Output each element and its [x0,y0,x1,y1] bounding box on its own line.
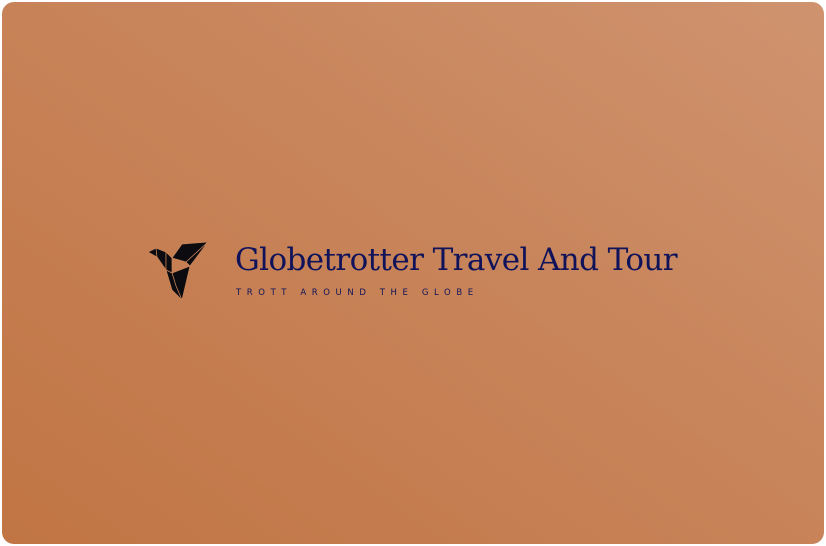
brand-tagline: TROTT AROUND THE GLOBE [236,288,479,298]
origami-bird-icon [147,241,209,301]
brand-title: Globetrotter Travel And Tour [235,242,678,278]
